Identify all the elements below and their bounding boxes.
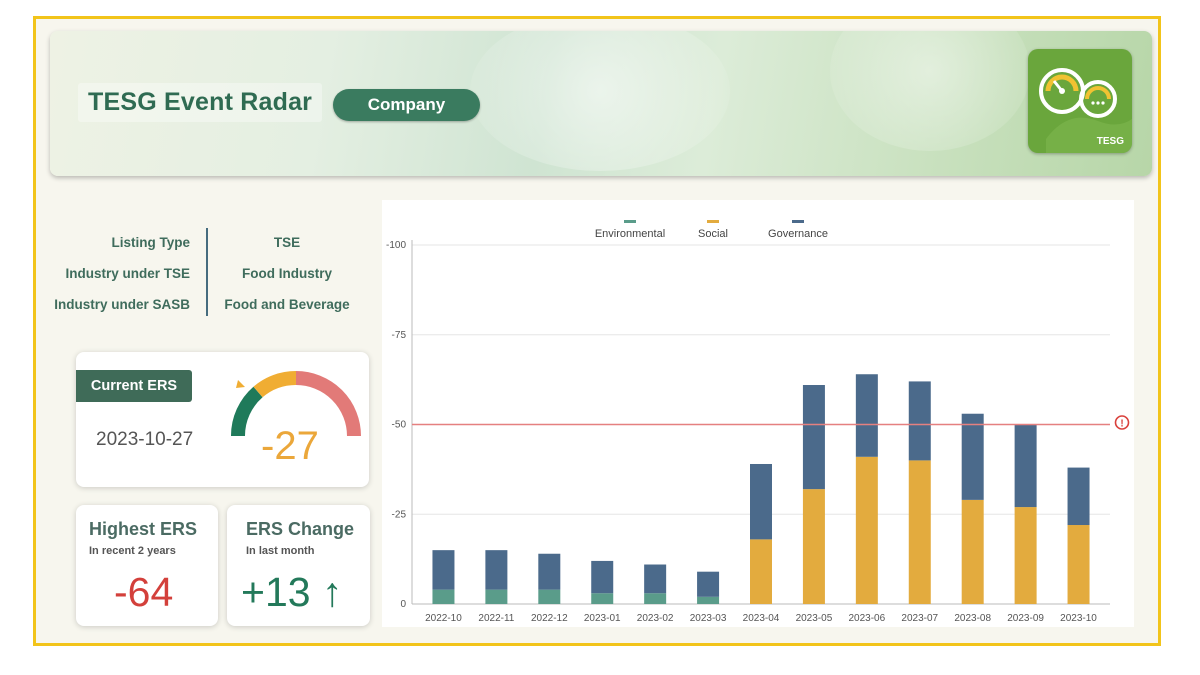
logo-text: TESG bbox=[1096, 136, 1124, 147]
bar-segment-social bbox=[1067, 525, 1090, 604]
current-ers-value: -27 bbox=[261, 424, 319, 468]
alert-circle-icon bbox=[1114, 415, 1130, 430]
gauge-logo-icon bbox=[1039, 68, 1132, 153]
ers-change-card: ERS Change In last month +13 ↑ bbox=[227, 505, 370, 626]
bar-segment-social bbox=[908, 460, 931, 604]
x-tick-label: 2022-12 bbox=[531, 613, 568, 624]
current-ers-card: Current ERS 2023-10-27 -27 bbox=[76, 352, 369, 487]
bar-segment-governance bbox=[750, 463, 772, 540]
tesg-logo: TESG bbox=[1028, 49, 1132, 153]
x-tick-label: 2022-11 bbox=[478, 613, 514, 624]
x-tick-label: 2023-06 bbox=[848, 613, 885, 624]
bar-segment-environmental bbox=[644, 593, 667, 604]
legend-swatch bbox=[792, 220, 804, 223]
bar-segment-social bbox=[750, 539, 772, 604]
current-ers-label: Current ERS bbox=[76, 370, 192, 402]
industry-tse-label: Industry under TSE bbox=[65, 266, 190, 281]
bar-segment-governance bbox=[697, 571, 720, 597]
y-tick-label: 0 bbox=[400, 599, 406, 610]
y-tick-label: -50 bbox=[392, 420, 407, 431]
bar-segment-social bbox=[802, 489, 825, 604]
company-info-values: TSE Food Industry Food and Beverage bbox=[214, 227, 360, 320]
highest-ers-title: Highest ERS bbox=[89, 519, 198, 539]
ers-change-title: ERS Change bbox=[246, 519, 355, 539]
company-info-labels: Listing Type Industry under TSE Industry… bbox=[40, 227, 190, 320]
ers-change-value: +13 ↑ bbox=[241, 569, 343, 615]
bar-segment-environmental bbox=[591, 593, 614, 604]
legend-swatch bbox=[707, 220, 719, 223]
bar-segment-environmental bbox=[697, 596, 720, 604]
bar-segment-governance bbox=[432, 550, 455, 590]
bar-segment-social bbox=[961, 499, 984, 604]
legend-label: Environmental bbox=[595, 228, 665, 240]
x-tick-label: 2023-05 bbox=[796, 613, 833, 624]
bar-segment-social bbox=[855, 456, 878, 604]
highest-ers-subtitle: In recent 2 years bbox=[89, 545, 176, 557]
title-box: TESG Event Radar bbox=[78, 83, 323, 122]
x-tick-label: 2023-04 bbox=[743, 613, 780, 624]
legend-label: Social bbox=[698, 228, 728, 240]
legend-swatch bbox=[624, 220, 636, 223]
bar-segment-governance bbox=[802, 385, 825, 490]
highest-ers-value: -64 bbox=[114, 569, 174, 615]
bar-segment-social bbox=[1014, 507, 1037, 604]
x-tick-label: 2022-10 bbox=[425, 613, 462, 624]
company-button[interactable]: Company bbox=[333, 89, 480, 121]
listing-type-label: Listing Type bbox=[111, 235, 190, 250]
highest-ers-card: Highest ERS In recent 2 years -64 bbox=[76, 505, 218, 626]
bar-segment-governance bbox=[485, 550, 508, 590]
ers-stacked-bar-chart: -100 -75 -50 -25 0 2022-10 2022-11 2022-12 2023-… bbox=[386, 220, 1130, 624]
legend-label: Governance bbox=[768, 228, 828, 240]
x-tick-label: 2023-03 bbox=[690, 613, 727, 624]
alert-mark: ! bbox=[1120, 419, 1123, 430]
listing-type-value: TSE bbox=[273, 235, 301, 250]
header-banner: TESG Event Radar Company TESG bbox=[50, 31, 1152, 176]
y-tick-label: -25 bbox=[392, 509, 407, 520]
banner-glow bbox=[830, 31, 1030, 151]
x-tick-label: 2023-02 bbox=[637, 613, 674, 624]
y-tick-label: -100 bbox=[386, 240, 406, 251]
banner-glow bbox=[470, 31, 730, 171]
x-tick-label: 2023-08 bbox=[954, 613, 991, 624]
industry-tse-value: Food Industry bbox=[242, 266, 332, 281]
x-tick-label: 2023-09 bbox=[1007, 613, 1044, 624]
bar-segment-governance bbox=[1014, 424, 1037, 508]
page-title: TESG Event Radar bbox=[88, 88, 313, 116]
x-tick-label: 2023-01 bbox=[584, 613, 621, 624]
ers-gauge-icon bbox=[230, 370, 361, 437]
bar-segment-governance bbox=[1067, 467, 1090, 526]
bar-segment-governance bbox=[538, 553, 561, 590]
bar-segment-governance bbox=[644, 564, 667, 594]
bar-segment-governance bbox=[908, 381, 931, 461]
y-tick-label: -75 bbox=[392, 330, 407, 341]
industry-sasb-value: Food and Beverage bbox=[224, 297, 350, 312]
bar-segment-environmental bbox=[432, 589, 455, 604]
x-tick-label: 2023-10 bbox=[1060, 613, 1097, 624]
bar-segment-governance bbox=[591, 560, 614, 594]
bar-segment-governance bbox=[855, 374, 878, 457]
info-divider bbox=[206, 228, 208, 316]
ers-chart-panel: -100 -75 -50 -25 0 2022-10 2022-11 2022-12 2023-… bbox=[382, 200, 1134, 627]
bar-segment-environmental bbox=[485, 589, 508, 604]
bar-segment-governance bbox=[961, 413, 984, 500]
current-ers-date: 2023-10-27 bbox=[96, 429, 194, 450]
x-tick-label: 2023-07 bbox=[901, 613, 938, 624]
ers-change-subtitle: In last month bbox=[246, 545, 315, 557]
industry-sasb-label: Industry under SASB bbox=[54, 297, 190, 312]
bar-segment-environmental bbox=[538, 589, 561, 604]
